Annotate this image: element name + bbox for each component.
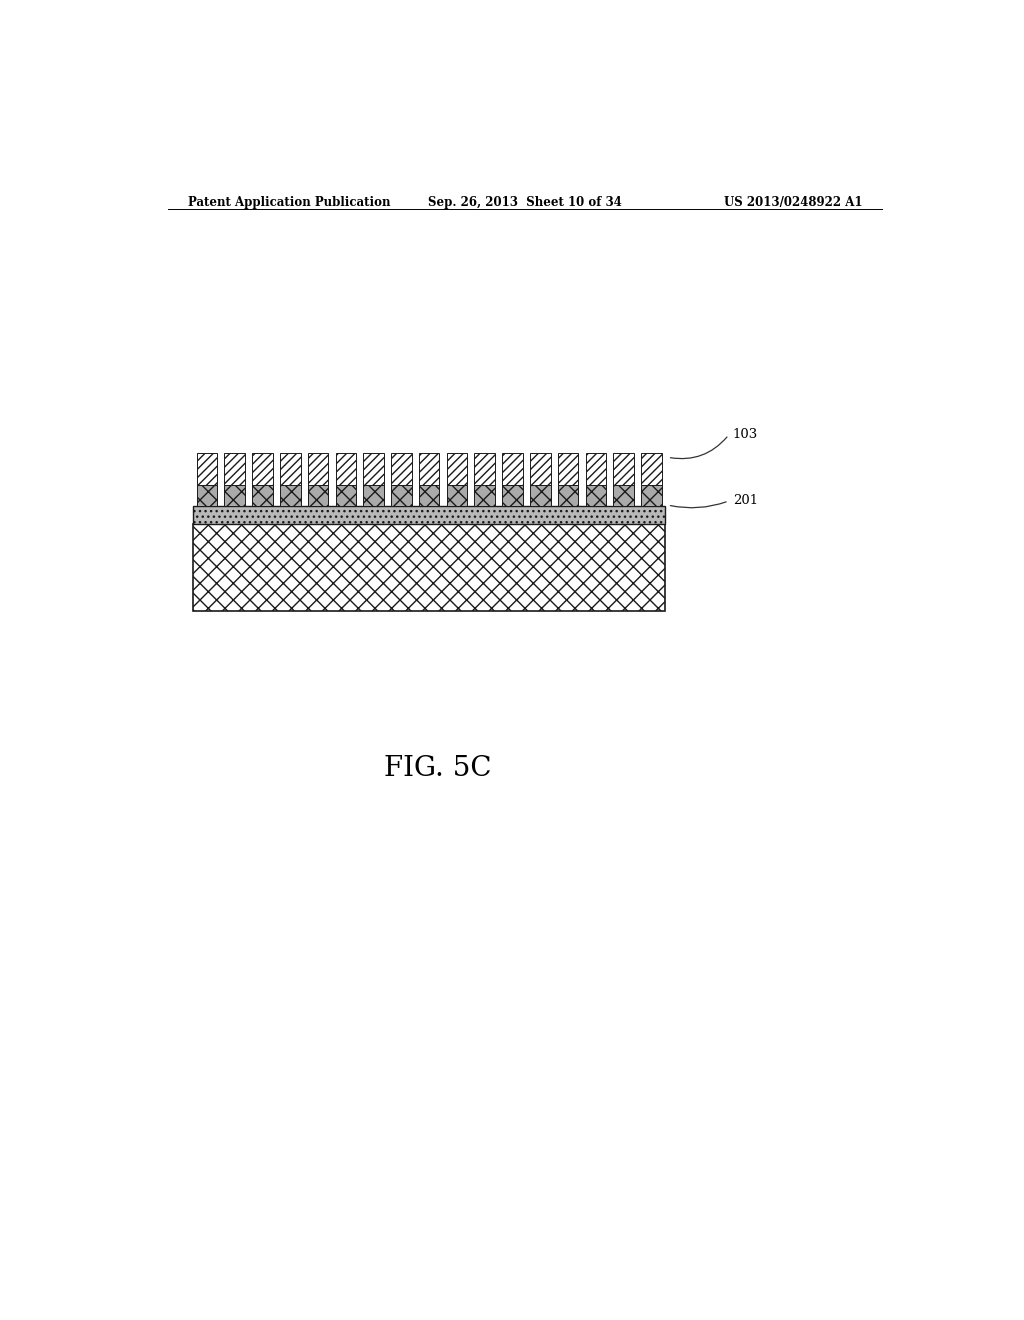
Text: 103: 103 bbox=[733, 429, 758, 441]
Bar bbox=[558, 453, 579, 484]
Text: US 2013/0248922 A1: US 2013/0248922 A1 bbox=[724, 195, 862, 209]
Bar bbox=[252, 484, 272, 506]
Bar bbox=[336, 484, 356, 506]
Text: Patent Application Publication: Patent Application Publication bbox=[187, 195, 390, 209]
Bar bbox=[280, 453, 301, 484]
Bar bbox=[391, 453, 412, 484]
Bar bbox=[364, 484, 384, 506]
Bar bbox=[446, 453, 467, 484]
Bar bbox=[446, 484, 467, 506]
Bar bbox=[530, 453, 551, 484]
Bar bbox=[641, 484, 662, 506]
Bar bbox=[194, 524, 666, 611]
Bar bbox=[641, 453, 662, 484]
Bar bbox=[308, 453, 329, 484]
Bar bbox=[336, 453, 356, 484]
Bar bbox=[364, 453, 384, 484]
Bar bbox=[391, 484, 412, 506]
Bar bbox=[194, 506, 666, 524]
Bar bbox=[586, 453, 606, 484]
Bar bbox=[197, 484, 217, 506]
Bar bbox=[530, 484, 551, 506]
Bar bbox=[419, 453, 439, 484]
Bar bbox=[224, 453, 245, 484]
Bar bbox=[558, 484, 579, 506]
Bar bbox=[252, 453, 272, 484]
Bar bbox=[280, 484, 301, 506]
Bar bbox=[502, 484, 523, 506]
Bar bbox=[502, 453, 523, 484]
Text: Sep. 26, 2013  Sheet 10 of 34: Sep. 26, 2013 Sheet 10 of 34 bbox=[428, 195, 622, 209]
Bar bbox=[613, 453, 634, 484]
Bar bbox=[224, 484, 245, 506]
Bar bbox=[474, 453, 495, 484]
Bar bbox=[474, 484, 495, 506]
Bar bbox=[197, 453, 217, 484]
Bar bbox=[613, 484, 634, 506]
Bar bbox=[586, 484, 606, 506]
Bar bbox=[419, 484, 439, 506]
Bar bbox=[308, 484, 329, 506]
Text: 201: 201 bbox=[733, 495, 758, 507]
Text: FIG. 5C: FIG. 5C bbox=[384, 755, 492, 781]
